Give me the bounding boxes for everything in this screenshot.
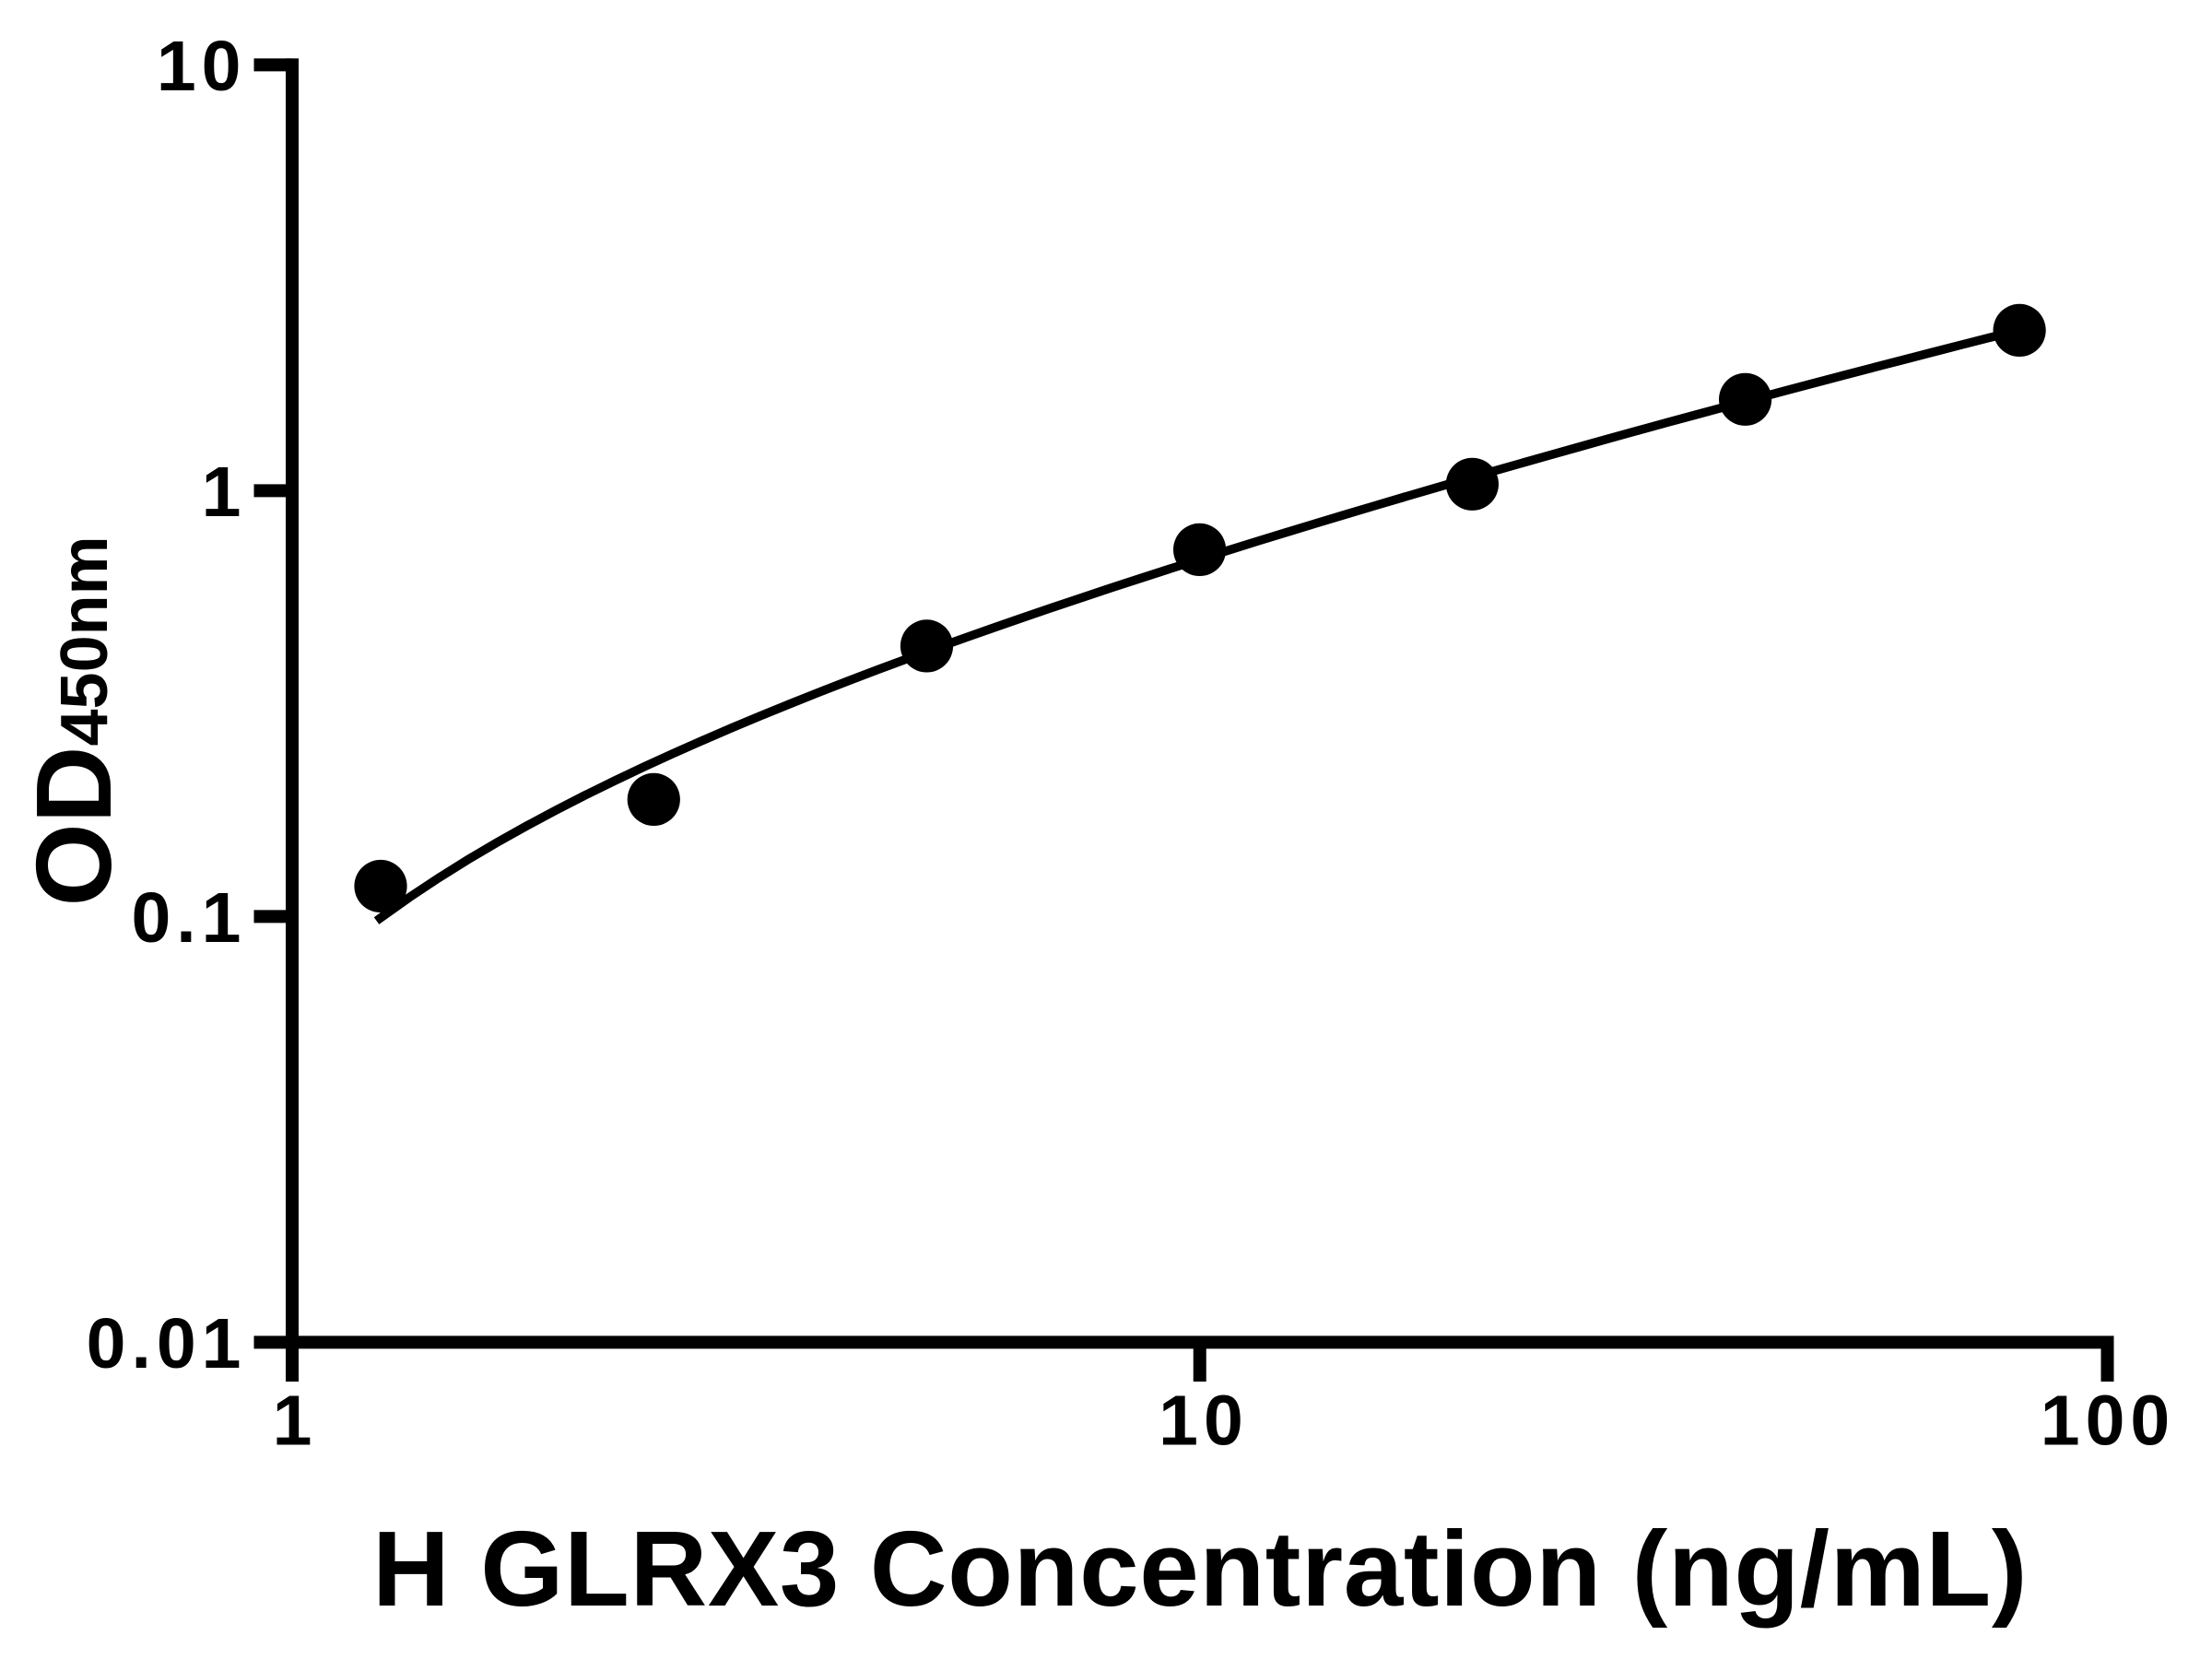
svg-text:0.01: 0.01	[87, 1304, 247, 1383]
svg-text:100: 100	[2041, 1381, 2175, 1460]
svg-text:10: 10	[157, 27, 247, 106]
svg-text:H GLRX3 Concentration (ng/mL): H GLRX3 Concentration (ng/mL)	[372, 1509, 2028, 1629]
svg-text:10: 10	[1159, 1381, 1249, 1460]
svg-text:0.1: 0.1	[131, 878, 246, 958]
svg-text:1: 1	[273, 1381, 318, 1460]
svg-text:1: 1	[202, 453, 247, 532]
